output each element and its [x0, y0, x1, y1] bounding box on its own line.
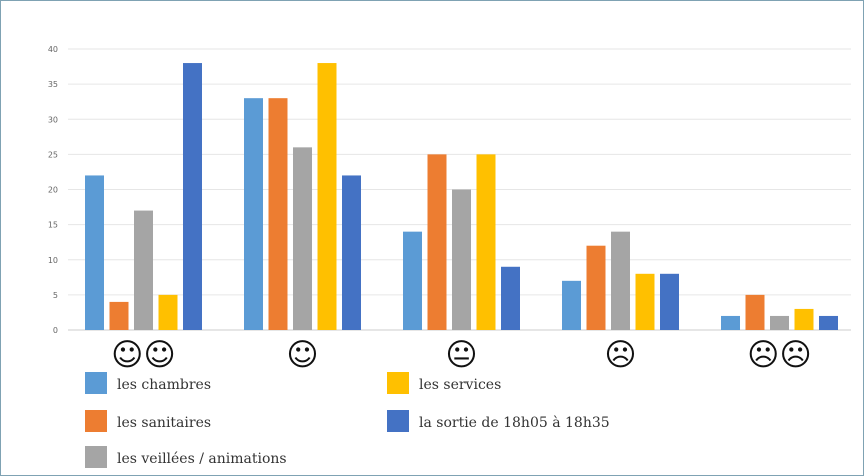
- legend-swatch: [387, 410, 409, 432]
- bar: [562, 280, 581, 330]
- y-tick-label: 35: [48, 80, 58, 89]
- legend-swatch: [387, 372, 409, 394]
- bar: [244, 98, 263, 330]
- bar: [586, 245, 606, 330]
- bar: [452, 189, 471, 330]
- bar: [158, 294, 178, 330]
- bar: [819, 315, 838, 330]
- x-category-label: ☺: [286, 337, 318, 373]
- bar: [342, 175, 361, 330]
- bar: [660, 273, 679, 330]
- y-tick-label: 20: [48, 186, 58, 195]
- bar: [268, 98, 288, 330]
- bar: [109, 301, 129, 330]
- y-tick-label: 5: [53, 291, 58, 300]
- x-category-label: ☹☹: [747, 337, 812, 373]
- bar: [134, 210, 153, 330]
- bar: [403, 231, 422, 330]
- bar: [635, 273, 655, 330]
- legend-label: la sortie de 18h05 à 18h35: [419, 414, 610, 431]
- bar: [183, 63, 202, 331]
- bar: [476, 154, 496, 330]
- x-category-label: 😐: [445, 337, 477, 373]
- bar: [427, 154, 447, 330]
- legend-label: les sanitaires: [117, 415, 211, 431]
- x-category-label: ☺☺: [111, 337, 176, 373]
- y-tick-label: 0: [53, 326, 58, 335]
- y-tick-label: 25: [48, 150, 58, 159]
- x-category-label: ☹: [604, 337, 636, 373]
- legend-swatch: [85, 372, 107, 394]
- bar: [611, 231, 630, 330]
- bar: [85, 175, 104, 330]
- bar: [745, 294, 765, 330]
- y-tick-label: 40: [48, 45, 58, 54]
- bar: [293, 147, 312, 330]
- bar: [794, 308, 814, 330]
- bar: [317, 63, 337, 331]
- bar: [721, 315, 740, 330]
- legend-label: les services: [419, 377, 501, 393]
- bar: [501, 266, 520, 330]
- legend-label: les veillées / animations: [117, 451, 287, 467]
- y-tick-label: 10: [48, 256, 58, 265]
- y-tick-label: 15: [48, 221, 58, 230]
- legend-swatch: [85, 446, 107, 468]
- legend-swatch: [85, 410, 107, 432]
- bar: [770, 315, 789, 330]
- legend-label: les chambres: [117, 377, 211, 393]
- y-tick-label: 30: [48, 115, 58, 124]
